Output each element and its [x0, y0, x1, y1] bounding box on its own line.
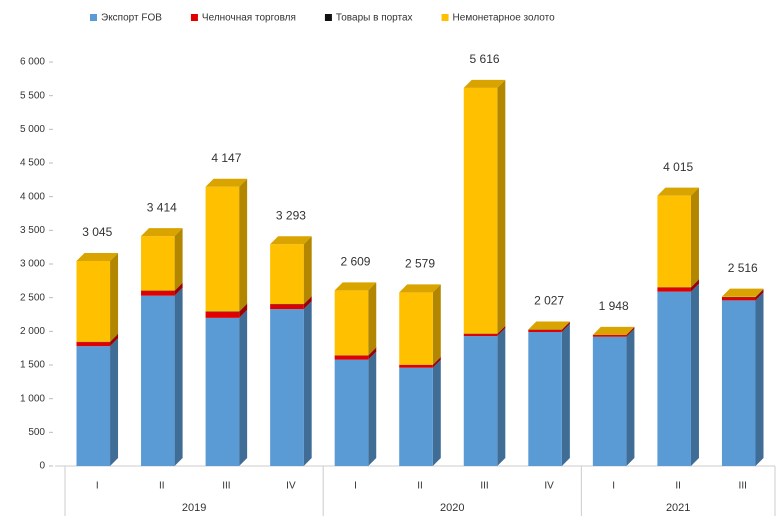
x-tick-label: II — [675, 481, 681, 492]
bar-side — [175, 228, 183, 290]
bar-segment — [76, 342, 110, 346]
legend-label: Немонетарное золото — [453, 13, 556, 24]
bar-side — [691, 284, 699, 466]
bar-side — [239, 310, 247, 466]
bar-segment — [528, 330, 562, 332]
bar-side — [433, 360, 441, 466]
bar-segment — [335, 360, 369, 466]
bar-side — [756, 292, 764, 466]
total-label: 2 516 — [728, 261, 758, 275]
x-tick-label: III — [739, 481, 747, 492]
y-tick-label: 2 000 — [20, 326, 45, 337]
bar-segment — [528, 332, 562, 466]
bar-segment — [464, 88, 498, 334]
total-label: 1 948 — [599, 299, 629, 313]
total-label: 3 045 — [82, 225, 112, 239]
legend-label: Челночная торговля — [202, 13, 296, 24]
x-tick-label: I — [612, 481, 615, 492]
y-tick-label: 4 500 — [20, 158, 45, 169]
bar-side — [691, 188, 699, 288]
x-tick-label: IV — [286, 481, 296, 492]
legend-swatch — [191, 14, 198, 21]
bar-segment — [399, 368, 433, 466]
bar-side — [626, 329, 634, 466]
y-tick-label: 3 000 — [20, 259, 45, 270]
legend-label: Экспорт FOB — [101, 13, 162, 24]
bar-side — [304, 301, 312, 466]
bar-side — [110, 253, 118, 342]
bar-segment — [464, 336, 498, 466]
group-label: 2021 — [666, 502, 690, 514]
bar-segment — [270, 309, 304, 466]
y-tick-label: 1 500 — [20, 360, 45, 371]
y-tick-label: 1 000 — [20, 393, 45, 404]
bar-side — [433, 284, 441, 364]
total-label: 3 293 — [276, 208, 306, 222]
total-label: 2 579 — [405, 257, 435, 271]
bar-segment — [206, 318, 240, 466]
bar-side — [175, 288, 183, 466]
legend-label: Товары в портах — [336, 13, 413, 24]
bar-segment — [206, 187, 240, 312]
bar-segment — [141, 296, 175, 466]
x-tick-label: II — [159, 481, 165, 492]
x-tick-label: II — [417, 481, 423, 492]
y-tick-label: 500 — [28, 427, 45, 438]
legend-swatch — [90, 14, 97, 21]
y-tick-label: 4 000 — [20, 191, 45, 202]
bar-segment — [657, 292, 691, 466]
total-label: 3 414 — [147, 200, 177, 214]
total-label: 5 616 — [470, 52, 500, 66]
y-tick-label: 3 500 — [20, 225, 45, 236]
group-label: 2019 — [182, 502, 206, 514]
bar-segment — [722, 297, 756, 300]
x-tick-label: III — [222, 481, 230, 492]
y-tick-label: 6 000 — [20, 57, 45, 68]
y-tick-label: 5 000 — [20, 124, 45, 135]
bar-side — [110, 338, 118, 466]
bar-segment — [270, 304, 304, 309]
total-label: 4 015 — [663, 160, 693, 174]
bar-segment — [722, 300, 756, 466]
x-tick-label: III — [480, 481, 488, 492]
bar-side — [497, 328, 505, 466]
bar-segment — [335, 356, 369, 360]
bar-segment — [335, 290, 369, 355]
bar-segment — [270, 244, 304, 304]
legend-swatch — [442, 14, 449, 21]
group-label: 2020 — [440, 502, 464, 514]
bar-side — [304, 236, 312, 304]
bar-segment — [593, 337, 627, 466]
bar-segment — [141, 291, 175, 296]
y-tick-label: 0 — [39, 461, 45, 472]
bar-segment — [399, 365, 433, 368]
bar-side — [562, 324, 570, 466]
bar-segment — [141, 236, 175, 290]
bar-side — [368, 352, 376, 466]
total-label: 2 609 — [340, 254, 370, 268]
x-tick-label: I — [354, 481, 357, 492]
bar-segment — [399, 292, 433, 364]
bar-side — [239, 179, 247, 312]
bar-segment — [464, 334, 498, 336]
bar-segment — [76, 261, 110, 342]
bar-side — [497, 80, 505, 334]
bar-segment — [657, 288, 691, 292]
bar-segment — [206, 312, 240, 318]
y-tick-label: 5 500 — [20, 90, 45, 101]
bar-segment — [593, 335, 627, 337]
bar-side — [368, 282, 376, 355]
y-tick-label: 2 500 — [20, 292, 45, 303]
bar-segment — [76, 346, 110, 466]
x-tick-label: IV — [544, 481, 554, 492]
bar-segment — [657, 196, 691, 288]
total-label: 4 147 — [211, 151, 241, 165]
x-tick-label: I — [96, 481, 99, 492]
total-label: 2 027 — [534, 294, 564, 308]
legend-swatch — [325, 14, 332, 21]
